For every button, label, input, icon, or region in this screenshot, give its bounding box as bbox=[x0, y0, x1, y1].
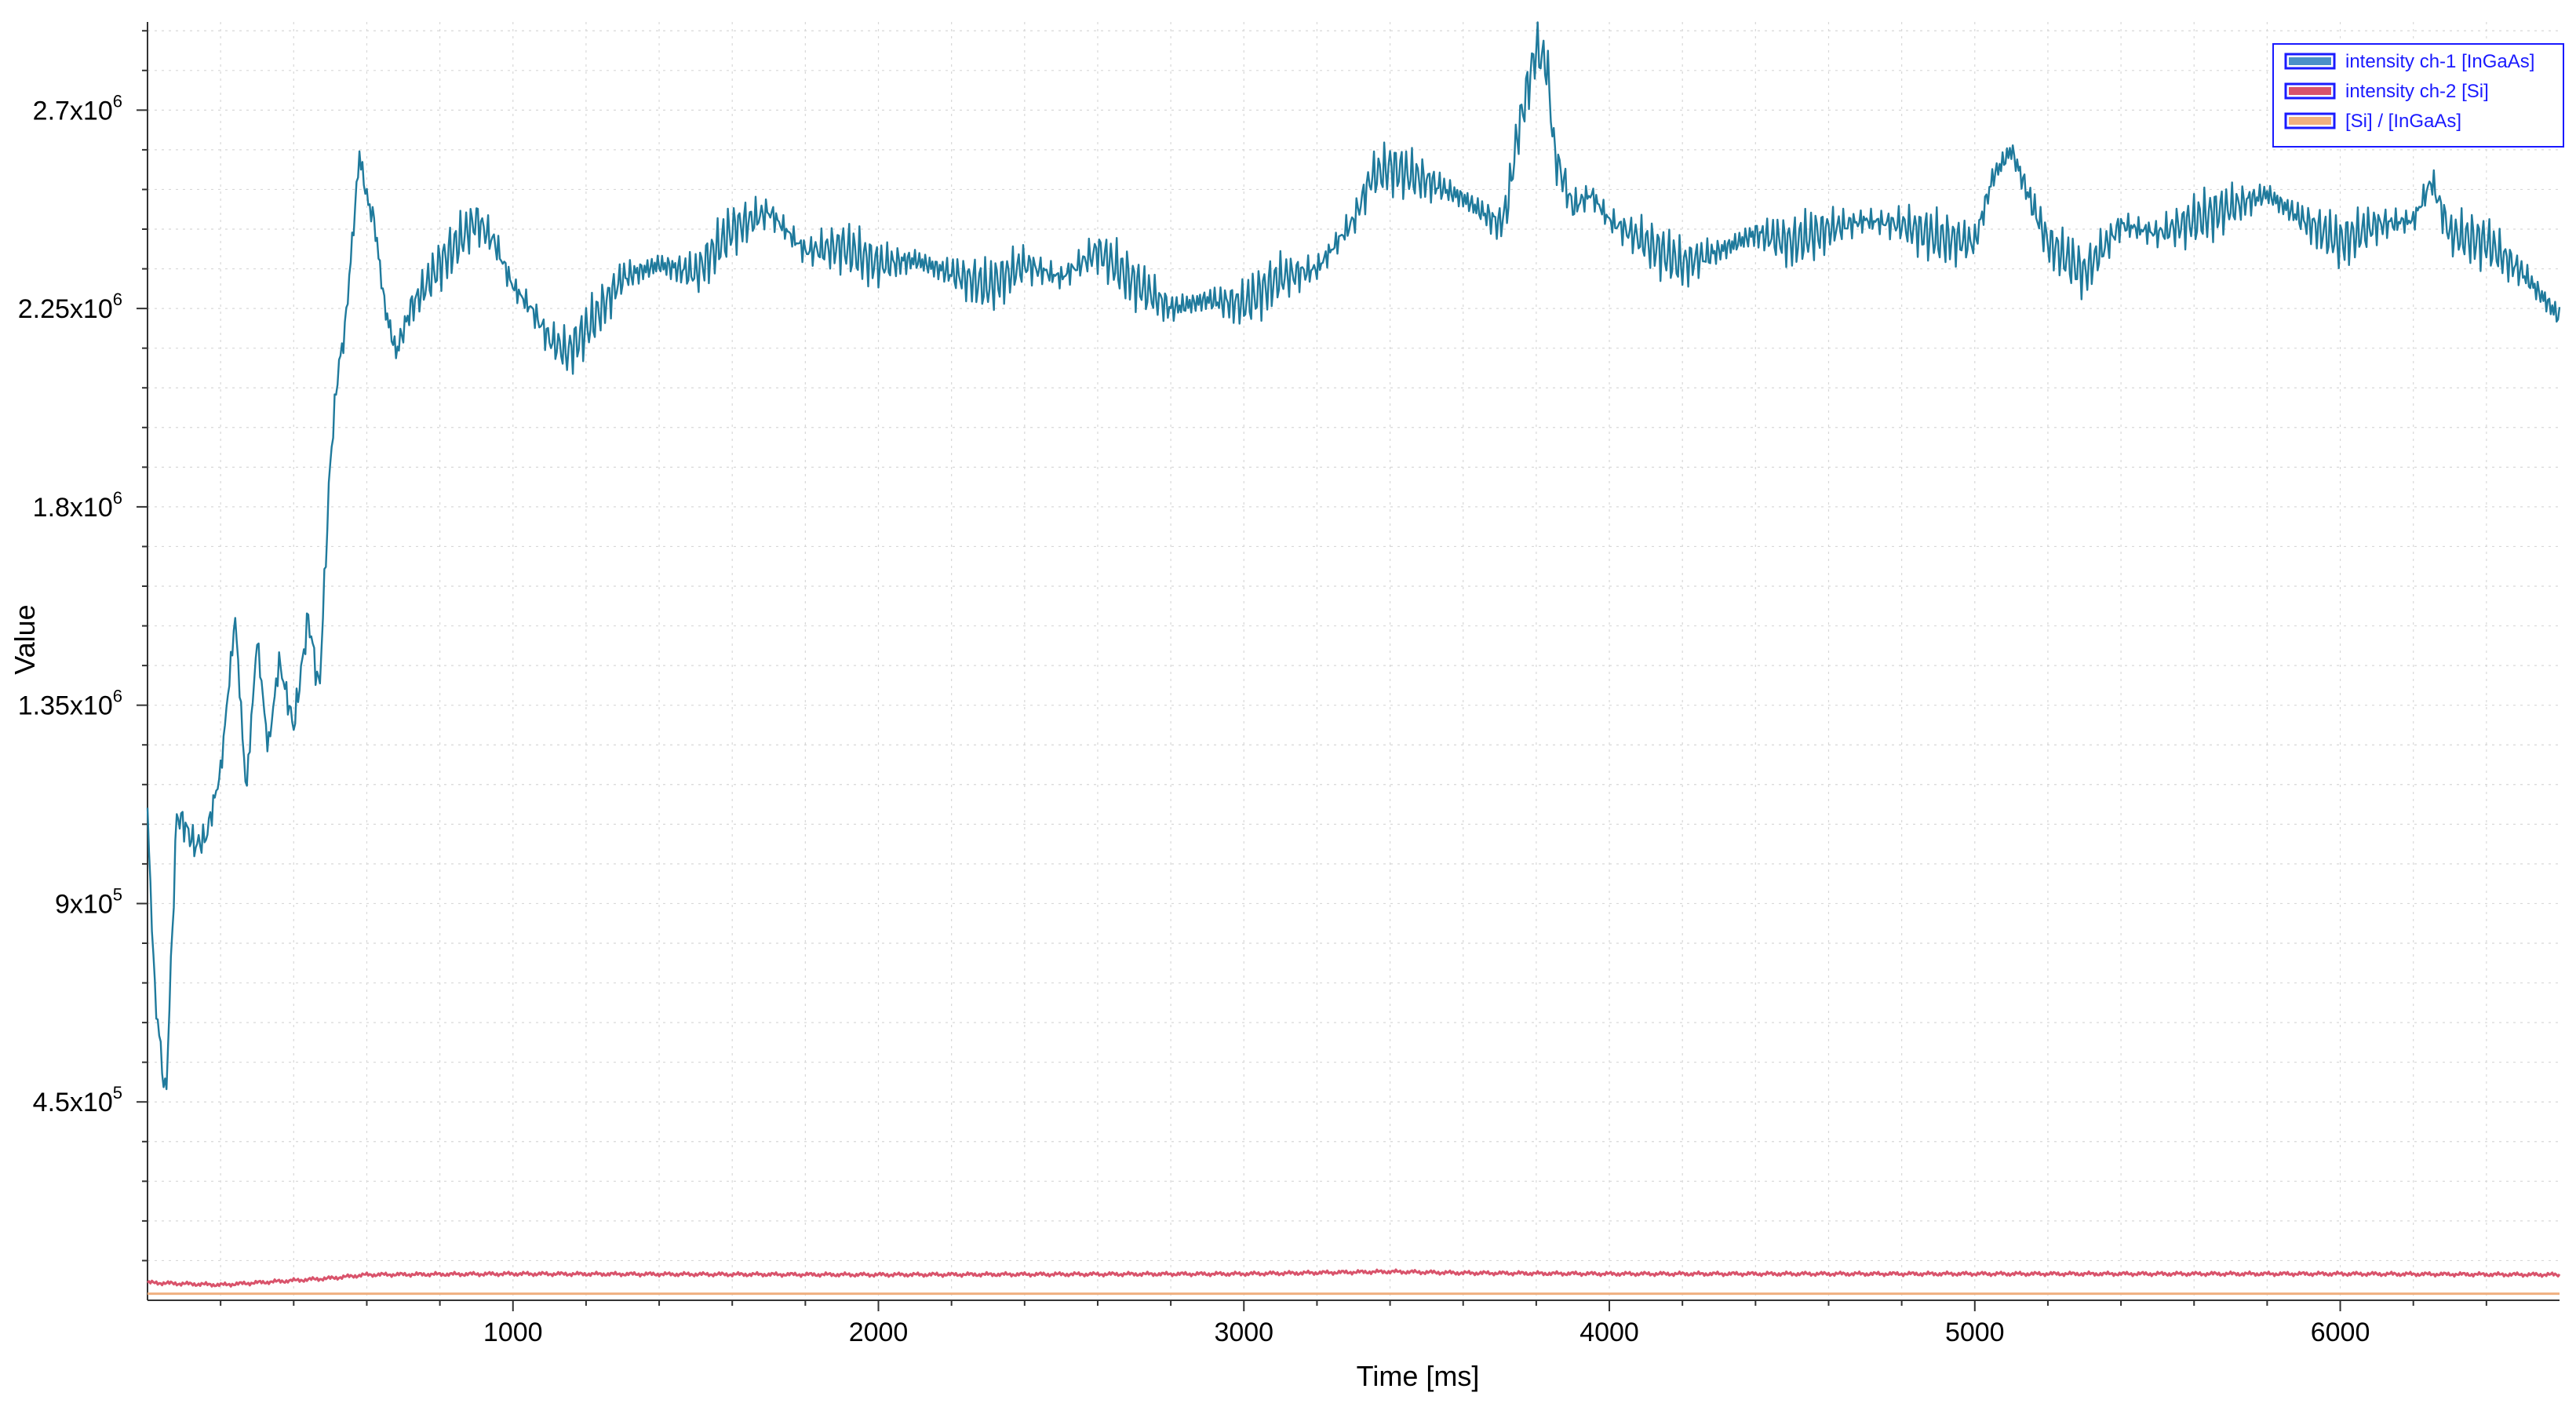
y-axis-title: Value bbox=[9, 604, 41, 674]
legend-label: [Si] / [InGaAs] bbox=[2345, 111, 2461, 132]
y-tick-label: 2.7x106 bbox=[33, 91, 122, 126]
y-tick-label: 2.25x106 bbox=[18, 290, 122, 324]
y-axis-ticks: 4.5x105 9x105 1.35x106 1.8x106 2.25x106 2.7x1… bbox=[18, 30, 148, 1262]
y-tick-label: 9x105 bbox=[55, 884, 122, 919]
x-tick-label: 6000 bbox=[2311, 1318, 2370, 1347]
x-axis-ticks: 1000 2000 3000 4000 5000 6000 bbox=[220, 1300, 2487, 1347]
x-axis-title: Time [ms] bbox=[1357, 1360, 1480, 1392]
y-tick-label: 4.5x105 bbox=[33, 1083, 122, 1117]
x-tick-label: 2000 bbox=[849, 1318, 909, 1347]
plot-series bbox=[146, 21, 2561, 1296]
y-tick-label: 1.35x106 bbox=[18, 687, 122, 721]
x-tick-label: 4000 bbox=[1579, 1318, 1639, 1347]
series-line-ch2-si bbox=[147, 1268, 2561, 1288]
axes bbox=[147, 22, 2560, 1301]
legend-swatch-fill bbox=[2289, 117, 2331, 125]
legend-swatch-fill bbox=[2289, 57, 2331, 65]
x-tick-label: 3000 bbox=[1214, 1318, 1273, 1347]
legend: intensity ch-1 [InGaAs] intensity ch-2 [S… bbox=[2272, 43, 2564, 148]
series-line-ch1-ingaas bbox=[146, 21, 2561, 1091]
legend-label: intensity ch-1 [InGaAs] bbox=[2345, 51, 2534, 72]
x-tick-label: 1000 bbox=[483, 1318, 543, 1347]
y-tick-label: 1.8x106 bbox=[33, 488, 122, 523]
x-tick-label: 5000 bbox=[1945, 1318, 2005, 1347]
legend-label: intensity ch-2 [Si] bbox=[2345, 81, 2489, 102]
legend-swatch-fill bbox=[2289, 87, 2331, 95]
